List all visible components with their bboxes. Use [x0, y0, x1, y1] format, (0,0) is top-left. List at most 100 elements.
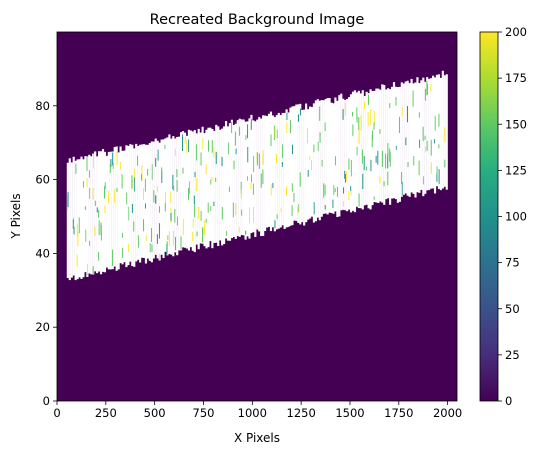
band-speckle: [232, 202, 234, 218]
band-speckle: [373, 122, 375, 130]
band-speckle: [281, 162, 283, 167]
band-speckle: [247, 124, 249, 139]
band-speckle: [213, 147, 215, 158]
band-speckle: [389, 151, 391, 167]
band-speckle: [373, 196, 375, 201]
band-speckle: [176, 169, 178, 178]
band-speckle: [194, 203, 196, 218]
band-speckle: [334, 156, 336, 166]
band-speckle: [156, 234, 158, 244]
band-speckle: [274, 220, 276, 229]
band-column: [312, 103, 316, 223]
x-axis: 0 250 500 750 1000 1250 1500 1750 2000: [53, 401, 462, 420]
band-column: [273, 117, 276, 232]
band-speckle: [272, 182, 274, 189]
band-column: [264, 115, 267, 232]
band-speckle: [89, 240, 91, 246]
band-speckle: [345, 174, 347, 183]
band-column: [271, 115, 274, 228]
band-column: [373, 90, 376, 203]
band-speckle: [381, 150, 383, 167]
plot-area: [56, 31, 458, 402]
band-speckle: [240, 189, 242, 199]
band-speckle: [205, 164, 207, 175]
band-speckle: [112, 162, 114, 169]
band-speckle: [247, 176, 249, 181]
band-column: [445, 74, 448, 190]
band-column: [121, 150, 124, 265]
band-column: [340, 93, 343, 211]
band-speckle: [291, 144, 293, 155]
band-column: [66, 162, 69, 278]
band-speckle: [358, 193, 360, 207]
band-column: [224, 121, 228, 239]
band-speckle: [104, 185, 105, 199]
band-speckle: [170, 191, 172, 204]
x-tick-label: 1500: [335, 406, 364, 420]
band-speckle: [377, 150, 379, 165]
band-speckle: [438, 169, 440, 185]
band-column: [279, 115, 282, 228]
band-speckle: [161, 167, 163, 176]
band-column: [185, 135, 189, 249]
band-column: [316, 99, 319, 218]
band-speckle: [110, 159, 112, 167]
band-speckle: [141, 173, 142, 181]
band-column: [353, 90, 357, 213]
band-column: [197, 128, 200, 250]
band-speckle: [361, 149, 363, 164]
band-speckle: [151, 164, 153, 180]
band-speckle: [145, 235, 147, 241]
band-column: [238, 118, 241, 237]
band-speckle: [143, 222, 145, 231]
band-speckle: [297, 207, 299, 214]
band-speckle: [182, 167, 184, 174]
band-speckle: [286, 122, 288, 133]
band-column: [367, 93, 370, 209]
band-speckle: [389, 148, 391, 162]
band-speckle: [324, 205, 326, 210]
band-column: [330, 102, 333, 214]
band-column: [113, 147, 116, 267]
band-speckle: [319, 106, 321, 121]
band-speckle: [227, 142, 229, 155]
band-column: [183, 132, 187, 248]
band-speckle: [444, 159, 446, 168]
band-column: [348, 97, 351, 210]
band-speckle: [249, 207, 251, 224]
band-speckle: [131, 175, 133, 189]
band-column: [176, 136, 179, 256]
band-speckle: [286, 112, 288, 121]
band-column: [68, 158, 71, 281]
colorbar-tick-label: 75: [505, 256, 520, 270]
band-column: [430, 78, 433, 189]
band-column: [236, 120, 239, 237]
band-column: [412, 83, 415, 194]
band-speckle: [158, 223, 160, 239]
band-speckle: [418, 112, 420, 118]
band-speckle: [196, 177, 198, 192]
band-speckle: [211, 176, 213, 182]
band-column: [344, 100, 347, 211]
band-speckle: [116, 151, 118, 165]
band-speckle: [425, 146, 427, 153]
band-column: [346, 98, 349, 212]
band-column: [359, 93, 362, 209]
band-speckle: [273, 125, 275, 140]
band-speckle: [93, 153, 95, 168]
band-speckle: [133, 221, 135, 232]
band-speckle: [116, 187, 118, 192]
band-column: [70, 162, 73, 278]
band-speckle: [202, 138, 204, 150]
band-column: [326, 98, 329, 215]
band-speckle: [280, 207, 282, 213]
band-column: [76, 159, 79, 280]
band-speckle: [210, 179, 212, 185]
band-column: [248, 118, 251, 239]
band-column: [234, 123, 237, 239]
band-speckle: [72, 219, 74, 229]
band-column: [433, 77, 437, 194]
x-tick-label: 1000: [238, 406, 267, 420]
band-speckle: [174, 209, 176, 223]
band-speckle: [317, 141, 319, 152]
